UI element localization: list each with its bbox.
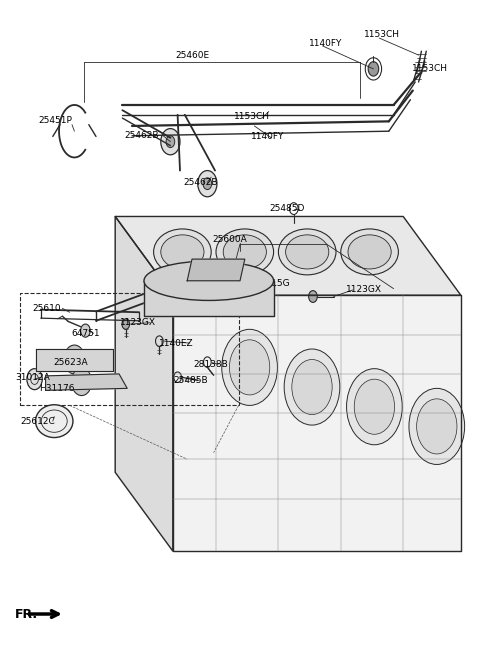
Ellipse shape (36, 405, 73, 438)
Circle shape (27, 369, 42, 390)
Text: 25620A: 25620A (159, 270, 194, 279)
Text: 1153CH: 1153CH (234, 112, 270, 121)
Circle shape (309, 291, 317, 302)
Text: 1140FY: 1140FY (309, 39, 342, 49)
Ellipse shape (216, 229, 274, 275)
Circle shape (166, 136, 175, 148)
Text: 25462B: 25462B (183, 178, 218, 187)
Text: 25623A: 25623A (54, 358, 88, 367)
Circle shape (72, 368, 92, 396)
Circle shape (292, 359, 332, 415)
Circle shape (409, 388, 465, 464)
Circle shape (81, 324, 90, 337)
Text: 1140FY: 1140FY (251, 132, 285, 141)
Circle shape (64, 345, 85, 374)
Circle shape (284, 349, 340, 425)
Text: 25612C: 25612C (20, 417, 55, 426)
Ellipse shape (286, 235, 329, 269)
Ellipse shape (223, 235, 266, 269)
Circle shape (222, 329, 277, 405)
Text: 1153CH: 1153CH (364, 30, 399, 39)
Circle shape (161, 129, 180, 155)
Circle shape (203, 178, 212, 190)
Text: 28138B: 28138B (193, 359, 228, 369)
Text: 25600A: 25600A (212, 235, 247, 244)
Text: 31012A: 31012A (15, 373, 50, 382)
Circle shape (417, 399, 457, 454)
Polygon shape (36, 349, 113, 371)
Text: 1123GX: 1123GX (120, 318, 156, 327)
Ellipse shape (278, 229, 336, 275)
Ellipse shape (161, 235, 204, 269)
Text: 25615G: 25615G (255, 279, 290, 288)
Text: FR.: FR. (15, 608, 38, 621)
Circle shape (354, 379, 395, 434)
Bar (20, 293, 239, 405)
Polygon shape (173, 295, 461, 551)
Text: 1153CH: 1153CH (412, 64, 447, 73)
Polygon shape (115, 216, 461, 295)
Text: 25462B: 25462B (124, 131, 159, 140)
Circle shape (229, 340, 270, 395)
Ellipse shape (154, 229, 211, 275)
Text: 64751: 64751 (71, 329, 100, 338)
Ellipse shape (341, 229, 398, 275)
Circle shape (198, 171, 217, 197)
Text: 25451P: 25451P (38, 116, 72, 125)
Text: 25485D: 25485D (269, 204, 305, 213)
Polygon shape (115, 216, 173, 551)
Text: 1123GX: 1123GX (346, 285, 382, 295)
Polygon shape (187, 259, 245, 281)
Text: 25460E: 25460E (175, 51, 209, 60)
Circle shape (122, 319, 130, 329)
Ellipse shape (348, 235, 391, 269)
Text: 25610: 25610 (33, 304, 61, 313)
Ellipse shape (144, 261, 274, 300)
Polygon shape (144, 281, 274, 316)
Circle shape (347, 369, 402, 445)
Text: H31176: H31176 (39, 384, 74, 393)
Text: 1140EZ: 1140EZ (159, 338, 194, 348)
Text: 25485B: 25485B (174, 376, 208, 385)
Polygon shape (46, 374, 127, 390)
Circle shape (368, 62, 379, 76)
